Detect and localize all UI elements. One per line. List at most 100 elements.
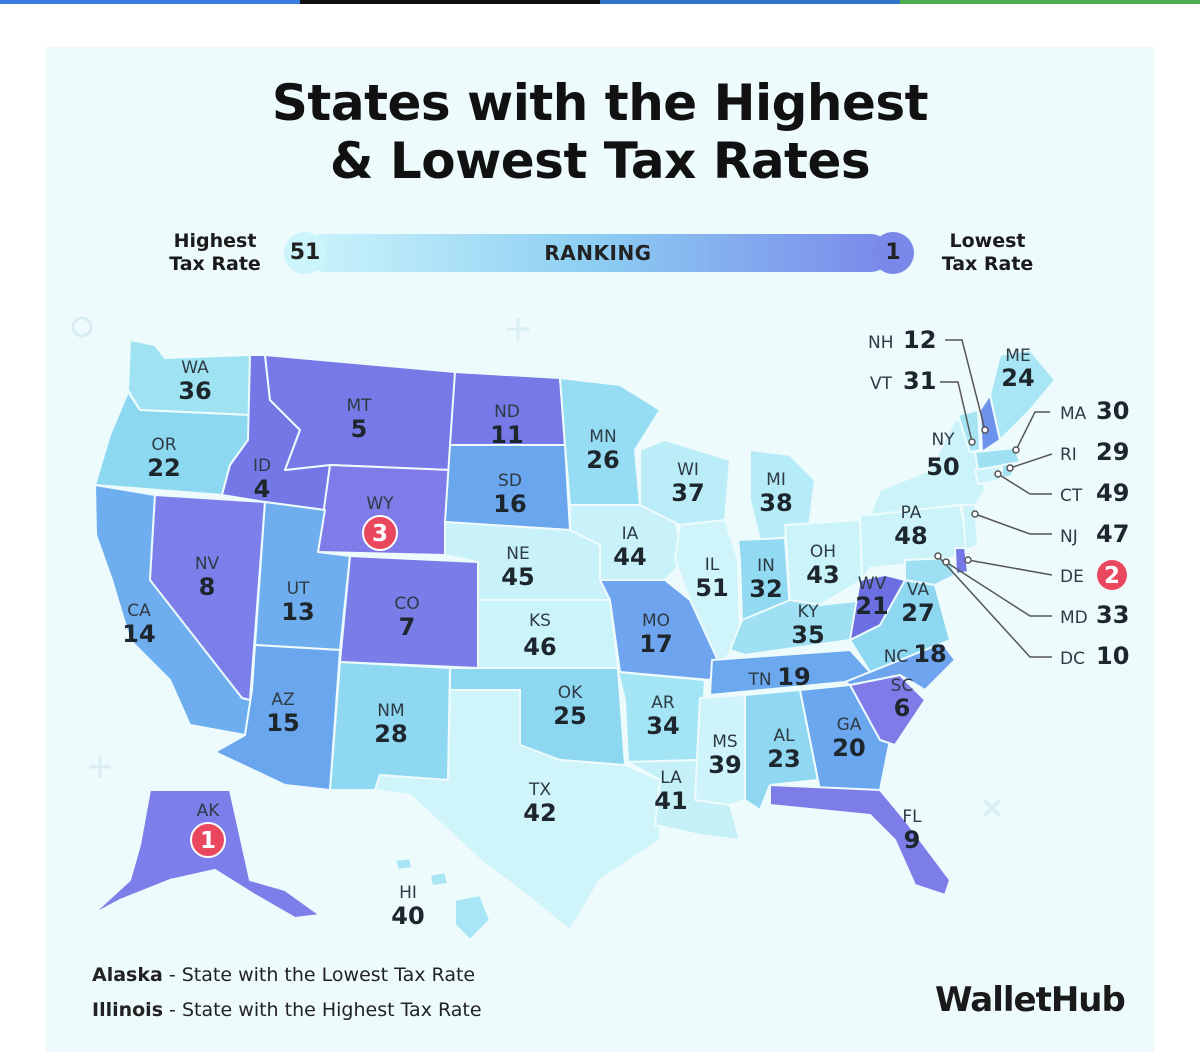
label-rank-il: 51 — [695, 574, 728, 602]
label-rank-nm: 28 — [374, 720, 407, 748]
label-abbr-ky: KY — [798, 602, 820, 622]
label-rank-me: 24 — [1001, 364, 1034, 392]
wallethub-logo: WalletHub — [935, 980, 1126, 1020]
label-rank-mi: 38 — [759, 489, 792, 517]
callout-line-vt — [940, 381, 973, 443]
top-bar-segment-black — [300, 0, 600, 4]
state-de — [954, 547, 969, 575]
label-abbr-ga: GA — [837, 715, 862, 735]
label-rank-sd: 16 — [493, 490, 526, 518]
label-rank-or: 22 — [147, 454, 180, 482]
state-hi — [394, 857, 491, 941]
label-rank-tn: 19 — [777, 663, 810, 691]
label-rank-va: 27 — [901, 599, 934, 627]
label-abbr-ut: UT — [287, 579, 310, 599]
label-abbr-tn: TN — [747, 670, 771, 690]
state-me — [989, 349, 1056, 441]
label-abbr-va: VA — [907, 580, 930, 600]
legend-right-label-line1: Lowest — [949, 230, 1026, 252]
callout-dot-de — [964, 556, 972, 564]
label-rank-ok: 25 — [553, 702, 586, 730]
legend-highest-circle: 51 — [284, 232, 326, 274]
deco-cross-icon — [982, 798, 1002, 818]
label-rank-ne: 45 — [501, 563, 534, 591]
label-abbr-hi: HI — [399, 883, 417, 903]
label-abbr-nd: ND — [494, 402, 520, 422]
callout-rank-nh: 12 — [903, 326, 936, 354]
callout-line-ri — [1009, 453, 1053, 469]
state-ms — [694, 694, 746, 806]
callout-rank-de: 2 — [1104, 563, 1120, 589]
callout-lines — [934, 339, 1053, 658]
callout-rank-ct: 49 — [1096, 479, 1129, 507]
callout-line-ct — [997, 473, 1052, 495]
callout-line-nj — [974, 513, 1052, 535]
state-il — [674, 519, 741, 666]
label-abbr-id: ID — [253, 456, 271, 476]
legend-lowest-circle: 1 — [872, 232, 914, 274]
label-rank-ms: 39 — [708, 751, 741, 779]
state-nv — [149, 494, 266, 701]
callout-abbr-de: DE — [1060, 567, 1084, 587]
callout-abbr-nj: NJ — [1060, 527, 1078, 547]
label-rank-tx: 42 — [523, 799, 556, 827]
label-abbr-il: IL — [705, 555, 720, 575]
callout-dot-vt — [968, 438, 976, 446]
callout-abbr-nh: NH — [868, 333, 894, 353]
callout-rank-nj: 47 — [1096, 520, 1129, 548]
top-bar-segment-dark-blue — [600, 0, 900, 4]
callout-rank-dc: 10 — [1096, 642, 1129, 670]
label-abbr-ak: AK — [197, 801, 221, 821]
label-rank-pa: 48 — [894, 522, 927, 550]
callout-dot-nh — [981, 426, 989, 434]
footer-note-highest: Illinois - State with the Highest Tax Ra… — [92, 999, 482, 1021]
callout-dot-dc — [934, 552, 942, 560]
footer-state-alaska: Alaska — [92, 964, 163, 986]
callout-dot-ma — [1012, 446, 1020, 454]
state-oh — [784, 519, 863, 606]
decorative-marks — [71, 316, 1002, 818]
label-rank-ky: 35 — [791, 621, 824, 649]
callout-line-ma — [1015, 411, 1050, 451]
label-abbr-wi: WI — [677, 460, 699, 480]
callout-abbr-md: MD — [1060, 608, 1088, 628]
callout-rank-ri: 29 — [1096, 438, 1129, 466]
callout-abbr-vt: VT — [870, 374, 893, 394]
legend-left-label: Highest Tax Rate — [160, 230, 270, 276]
state-ct — [974, 465, 1001, 485]
label-rank-ak: 1 — [200, 828, 216, 854]
label-abbr-wv: WV — [858, 574, 887, 594]
state-ma — [974, 447, 1021, 471]
callout-line-dc — [937, 555, 1052, 658]
legend-right-label: Lowest Tax Rate — [930, 230, 1045, 276]
label-abbr-mn: MN — [589, 427, 616, 447]
legend-left-label-line2: Tax Rate — [169, 253, 261, 275]
label-abbr-nv: NV — [195, 554, 220, 574]
deco-plus-icon — [507, 318, 529, 340]
title-line-2: & Lowest Tax Rates — [329, 132, 871, 190]
label-abbr-ca: CA — [127, 601, 151, 621]
label-rank-sc: 6 — [894, 694, 911, 722]
callout-line-de — [967, 559, 1053, 576]
callout-labels: NH 12 VT 31 MA 30 RI 29 CT 49 NJ 47 DE 2… — [868, 326, 1129, 670]
callout-abbr-ct: CT — [1060, 486, 1083, 506]
callout-line-md — [945, 561, 1052, 617]
label-rank-ut: 13 — [281, 598, 314, 626]
callout-abbr-ma: MA — [1060, 404, 1087, 424]
label-rank-id: 4 — [254, 475, 271, 503]
state-labels: WA 36 OR 22 CA 14 ID 4 NV 8 MT 5 WY 3 UT… — [122, 346, 1034, 930]
label-rank-ga: 20 — [832, 734, 865, 762]
label-rank-az: 15 — [266, 709, 299, 737]
label-abbr-nm: NM — [377, 701, 404, 721]
label-abbr-wy: WY — [366, 494, 394, 514]
label-abbr-ne: NE — [506, 544, 529, 564]
footer-text-lowest: - State with the Lowest Tax Rate — [162, 964, 476, 986]
state-tx — [374, 689, 661, 931]
legend-right-label-line2: Tax Rate — [941, 253, 1034, 275]
label-rank-oh: 43 — [806, 561, 839, 589]
callout-dot-ri — [1006, 464, 1014, 472]
label-rank-nv: 8 — [199, 573, 216, 601]
label-abbr-ia: IA — [622, 524, 639, 544]
callout-line-nh — [945, 339, 986, 431]
